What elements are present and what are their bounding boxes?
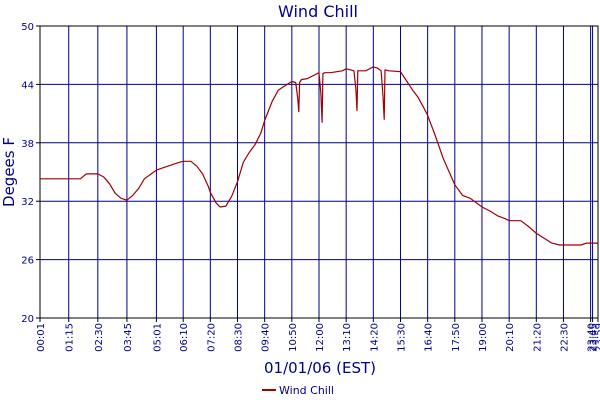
x-tick-label: 13:10 bbox=[342, 323, 353, 352]
legend-label-wind-chill: Wind Chill bbox=[279, 384, 334, 397]
x-axis-title: 01/01/06 (EST) bbox=[264, 359, 376, 377]
x-tick-label: 16:40 bbox=[424, 323, 435, 352]
x-tick-label: 01:15 bbox=[65, 323, 76, 352]
y-tick-label: 32 bbox=[21, 197, 34, 208]
y-tick-label: 26 bbox=[21, 256, 34, 267]
y-axis-title: Degees F bbox=[0, 137, 18, 207]
y-tick-label: 38 bbox=[21, 139, 34, 150]
legend: Wind Chill bbox=[262, 384, 334, 397]
y-axis-ticks: 20 26 32 38 44 50 bbox=[21, 22, 40, 325]
y-tick-label: 50 bbox=[21, 22, 34, 33]
x-tick-label: 23:59 bbox=[594, 323, 600, 352]
x-tick-label: 09:40 bbox=[261, 323, 272, 352]
x-tick-label: 15:30 bbox=[396, 323, 407, 352]
x-tick-label: 23:45 bbox=[589, 323, 600, 352]
x-axis-ticks: 00:01 01:15 02:30 03:45 05:01 06:10 07:20 08:30… bbox=[36, 318, 600, 352]
x-tick-label: 08:30 bbox=[234, 323, 245, 352]
grid-lines bbox=[40, 26, 598, 318]
x-tick-label: 06:10 bbox=[179, 323, 190, 352]
x-tick-label: 02:30 bbox=[94, 323, 105, 352]
x-tick-label: 17:50 bbox=[451, 323, 462, 352]
x-tick-label: 05:01 bbox=[152, 323, 163, 352]
x-tick-label: 12:00 bbox=[315, 323, 326, 352]
x-tick-label: 23:40 bbox=[587, 323, 598, 352]
y-tick-label: 20 bbox=[21, 314, 34, 325]
x-tick-label: 22:30 bbox=[559, 323, 570, 352]
x-tick-label: 03:45 bbox=[123, 323, 134, 352]
x-tick-label: 14:20 bbox=[369, 323, 380, 352]
x-tick-label: 00:01 bbox=[36, 323, 47, 352]
series-line-wind-chill bbox=[40, 66, 598, 246]
chart-title: Wind Chill bbox=[278, 2, 358, 21]
x-tick-label: 07:20 bbox=[206, 323, 217, 352]
y-tick-label: 44 bbox=[21, 80, 34, 91]
x-tick-label: 21:20 bbox=[532, 323, 543, 352]
x-tick-label: 19:00 bbox=[478, 323, 489, 352]
series-layer bbox=[40, 66, 598, 246]
x-tick-label: 20:10 bbox=[505, 323, 516, 352]
x-tick-label: 10:50 bbox=[288, 323, 299, 352]
